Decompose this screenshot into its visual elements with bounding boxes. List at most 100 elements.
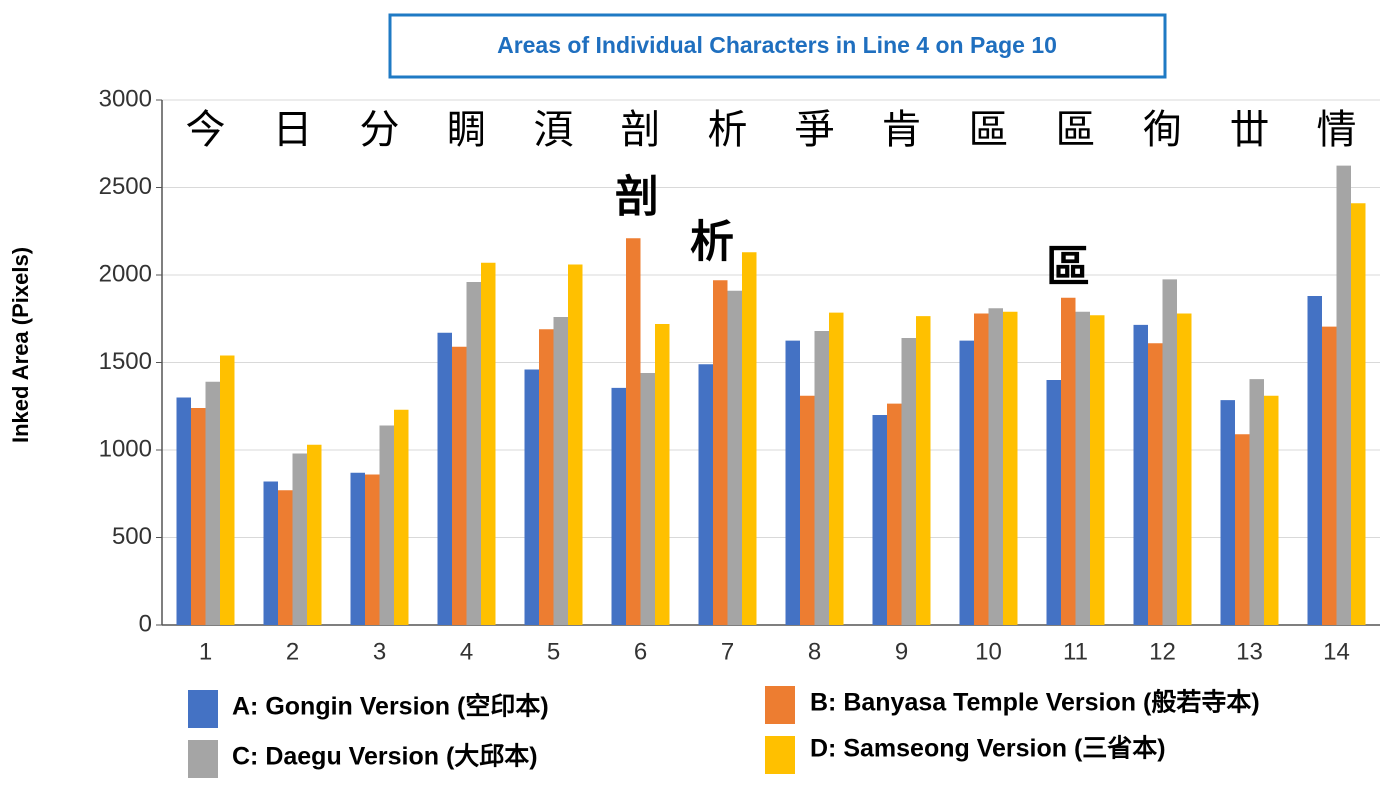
bar <box>1264 395 1279 625</box>
bar <box>365 474 380 625</box>
character-label: 徇 <box>1143 107 1183 153</box>
bar <box>1177 313 1192 625</box>
x-tick-label: 4 <box>460 638 473 665</box>
bar <box>901 338 916 625</box>
bar <box>452 346 467 625</box>
bar <box>263 481 278 625</box>
character-label: 區 <box>969 107 1009 153</box>
x-tick-label: 8 <box>808 638 821 665</box>
x-tick-label: 13 <box>1236 638 1263 665</box>
bar <box>394 409 409 625</box>
x-tick-label: 6 <box>634 638 647 665</box>
bar <box>1148 343 1163 625</box>
x-tick-label: 5 <box>547 638 560 665</box>
title-box <box>388 13 1167 79</box>
bar <box>539 329 554 625</box>
legend-swatch <box>188 690 218 728</box>
y-tick-label: 1000 <box>99 435 152 462</box>
x-tick-label: 11 <box>1063 638 1088 665</box>
bar <box>1061 297 1076 625</box>
bar <box>1336 165 1351 625</box>
bar <box>1322 326 1337 625</box>
bar <box>655 324 670 625</box>
bar <box>1249 379 1264 625</box>
legend-label: A: Gongin Version (空印本) <box>232 692 549 721</box>
bar <box>176 397 191 625</box>
y-tick-label: 0 <box>139 610 152 637</box>
character-label: 肯 <box>882 107 922 153</box>
bar <box>872 415 887 625</box>
x-tick-label: 2 <box>286 638 299 665</box>
chart-title: Areas of Individual Characters in Line 4… <box>497 32 1057 58</box>
bar <box>220 355 235 625</box>
bar <box>1162 279 1177 625</box>
annotation: 區 <box>1046 242 1090 293</box>
bar <box>278 490 293 625</box>
x-tick-label: 12 <box>1149 638 1176 665</box>
bar <box>1046 380 1061 625</box>
bar <box>713 280 728 625</box>
bar <box>553 317 568 625</box>
character-label: 湏 <box>534 107 574 153</box>
bar <box>1220 400 1235 625</box>
x-tick-label: 3 <box>373 638 386 665</box>
character-label: 析 <box>708 107 748 153</box>
legend-swatch <box>765 686 795 724</box>
bar <box>988 308 1003 625</box>
bar <box>1090 315 1105 625</box>
character-label: 今 <box>186 107 226 153</box>
character-label: 區 <box>1056 107 1096 153</box>
character-label: 丗 <box>1230 107 1270 153</box>
legend-label: B: Banyasa Temple Version (般若寺本) <box>810 688 1260 717</box>
bar <box>887 403 902 625</box>
bar <box>307 444 322 625</box>
bar <box>350 472 365 625</box>
y-tick-label: 1500 <box>99 348 152 375</box>
annotation: 剖 <box>615 172 659 223</box>
character-label: 分 <box>360 107 400 153</box>
bar <box>379 425 394 625</box>
bar <box>1003 311 1018 625</box>
bar <box>698 364 713 625</box>
bar <box>800 395 815 625</box>
bar <box>814 331 829 625</box>
legend-label: C: Daegu Version (大邱本) <box>232 743 538 771</box>
bar <box>524 369 539 625</box>
character-label: 日 <box>273 107 313 153</box>
bar <box>466 282 481 625</box>
bar <box>611 387 626 625</box>
bar <box>1075 311 1090 625</box>
x-tick-label: 1 <box>199 638 212 665</box>
bar <box>1307 296 1322 625</box>
y-tick-label: 2000 <box>99 260 152 287</box>
character-label: 睭 <box>447 107 487 153</box>
x-tick-label: 14 <box>1323 638 1350 665</box>
bar <box>1351 203 1366 625</box>
bar <box>742 252 757 625</box>
y-tick-label: 2500 <box>99 173 152 200</box>
bar <box>626 238 641 625</box>
bar <box>205 381 220 625</box>
bar <box>481 262 496 625</box>
bar <box>1235 434 1250 625</box>
x-tick-label: 7 <box>721 638 734 665</box>
bar <box>191 408 206 625</box>
x-tick-label: 10 <box>975 638 1002 665</box>
legend-label: D: Samseong Version (三省本) <box>810 735 1166 763</box>
legend-swatch <box>765 736 795 774</box>
bar <box>437 332 452 625</box>
bar <box>829 312 844 625</box>
bar <box>916 316 931 625</box>
character-label: 剖 <box>621 107 661 153</box>
y-axis-label: Inked Area (Pixels) <box>8 247 33 443</box>
y-tick-label: 3000 <box>99 85 152 112</box>
x-tick-label: 9 <box>895 638 908 665</box>
bar <box>1133 324 1148 625</box>
y-tick-label: 500 <box>112 523 152 550</box>
bar <box>568 264 583 625</box>
bar <box>640 373 655 625</box>
character-label: 情 <box>1317 107 1357 153</box>
bar <box>785 340 800 625</box>
annotation: 析 <box>690 217 734 268</box>
